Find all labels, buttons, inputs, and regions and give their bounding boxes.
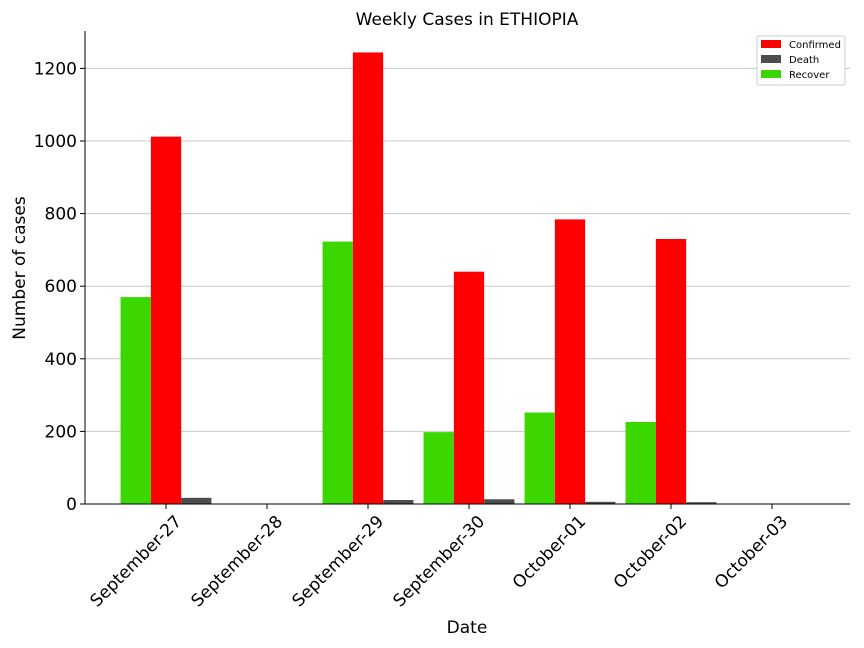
legend-swatch	[761, 40, 781, 48]
y-tick-label: 1200	[34, 59, 77, 79]
bar-death	[484, 499, 515, 504]
x-axis-label: Date	[447, 618, 488, 638]
x-tick-label: September-29	[289, 512, 388, 611]
bar-confirmed	[150, 136, 182, 505]
y-tick-label: 600	[45, 277, 77, 297]
y-axis-label: Number of cases	[10, 196, 30, 340]
bar-confirmed	[554, 219, 586, 505]
x-tick-label: October-01	[509, 512, 590, 593]
bar-death	[585, 501, 616, 504]
legend-swatch	[761, 55, 781, 63]
axes	[84, 31, 850, 505]
bar-recover	[625, 421, 656, 504]
y-tick-label: 1000	[34, 132, 77, 152]
bar-confirmed	[655, 239, 687, 504]
bar-death	[686, 502, 717, 504]
legend-label: Death	[789, 55, 819, 66]
legend-swatch	[761, 70, 781, 78]
bar-recover	[423, 432, 454, 504]
bar-recover	[120, 297, 151, 504]
x-tick-label: September-28	[188, 512, 287, 611]
bar-recover	[322, 241, 353, 504]
x-tick-label: September-30	[390, 512, 489, 611]
y-tick-label: 0	[66, 495, 77, 515]
bar-death	[181, 497, 212, 504]
chart-title: Weekly Cases in ETHIOPIA	[356, 10, 579, 30]
legend: Confirmed Death Recover	[756, 35, 846, 86]
x-tick-label: October-02	[610, 512, 691, 593]
legend-label: Confirmed	[789, 40, 841, 51]
bar-confirmed	[352, 52, 384, 504]
x-tick-label: October-03	[711, 512, 792, 593]
y-ticks: 0 200 400 600 800 1000 1200	[34, 59, 85, 515]
bar-death	[383, 500, 414, 504]
bars	[120, 52, 717, 505]
y-tick-label: 800	[45, 205, 77, 225]
legend-label: Recover	[789, 70, 830, 81]
bar-recover	[524, 412, 555, 504]
y-tick-label: 200	[45, 422, 77, 442]
y-tick-label: 400	[45, 350, 77, 370]
bar-confirmed	[453, 271, 485, 504]
x-ticks: September-27 September-28 September-29 Sept…	[87, 504, 792, 611]
x-tick-label: September-27	[87, 512, 186, 611]
